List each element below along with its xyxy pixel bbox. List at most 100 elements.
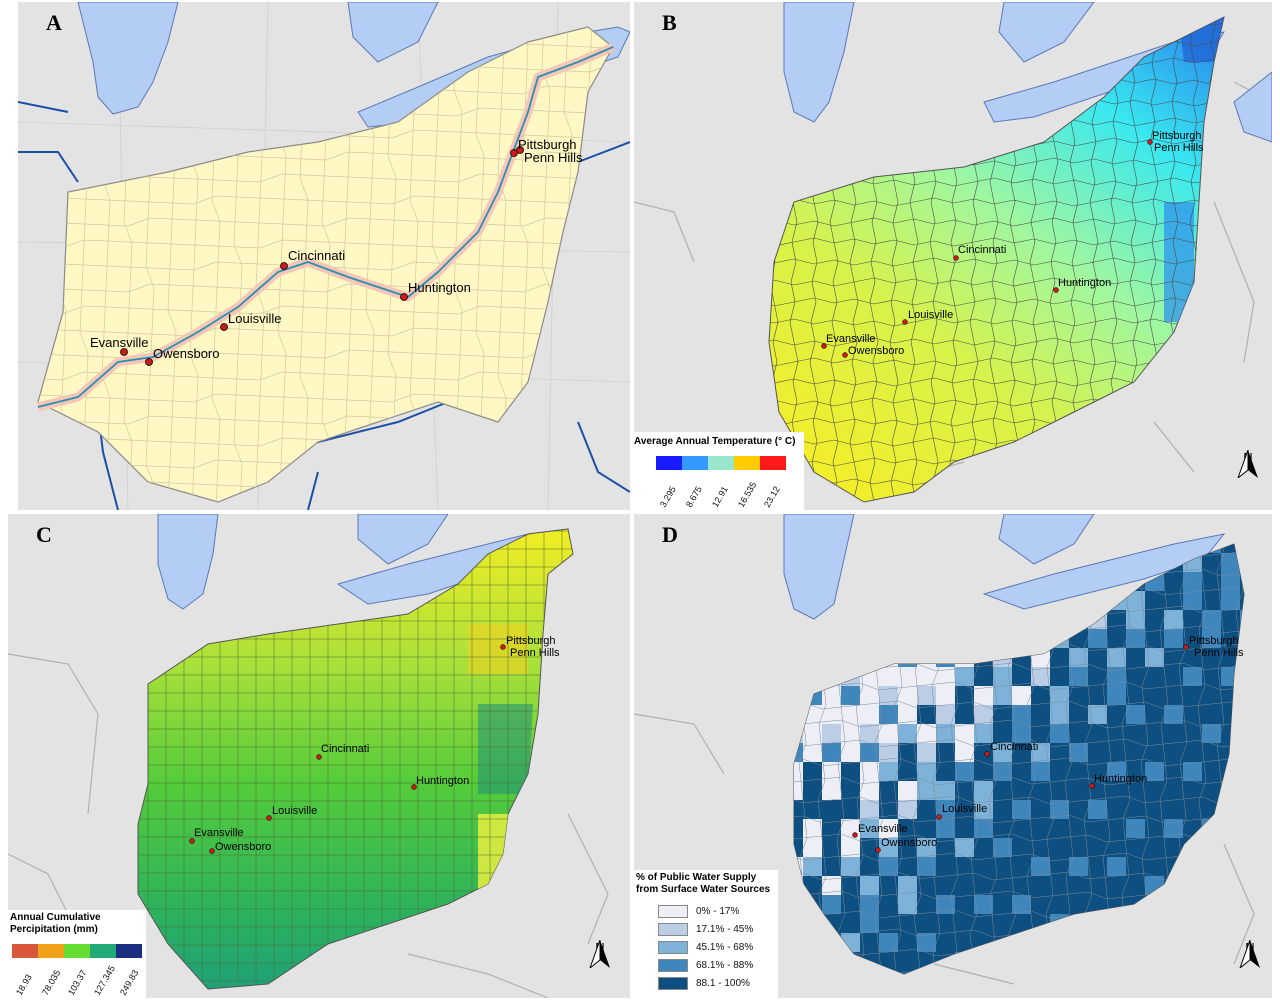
county-cell: [898, 857, 917, 876]
county-cell: [974, 781, 993, 800]
county-cell: [974, 819, 993, 838]
county-cell: [794, 838, 803, 857]
county-cell: [1164, 667, 1183, 686]
county-cell: [936, 819, 955, 838]
county-cell: [898, 724, 917, 743]
county-cell: [898, 876, 917, 895]
county-cell: [1164, 591, 1183, 610]
county-cell: [974, 895, 993, 914]
ramp-tick-label: 249.83: [118, 968, 141, 997]
county-cell: [898, 895, 917, 914]
county-cell: [1164, 724, 1183, 743]
ramp-tick-label: 127.345: [92, 963, 117, 997]
ramp-tick-label: 18.93: [14, 972, 34, 997]
county-cell: [1031, 876, 1050, 895]
ramp-tick-label: 23.12: [762, 484, 782, 509]
panel-label-a: A: [46, 10, 62, 35]
county-cell: [993, 914, 1012, 933]
county-cell: [1126, 724, 1145, 743]
county-cell: [1031, 667, 1050, 686]
county-cell: [955, 857, 974, 876]
county-cell: [1069, 705, 1088, 724]
county-cell: [1126, 629, 1145, 648]
county-cell: [1088, 876, 1107, 895]
county-cell: [1088, 838, 1107, 857]
county-cell: [955, 762, 974, 781]
county-cell: [1050, 781, 1069, 800]
county-cell: [1050, 838, 1069, 857]
county-cell: [917, 800, 936, 819]
county-cell: [898, 952, 917, 971]
county-cell: [1164, 648, 1183, 667]
label-evansville-d: Evansville: [858, 823, 908, 835]
county-cell: [860, 914, 879, 933]
county-cell: [993, 705, 1012, 724]
county-cell: [1202, 553, 1221, 572]
label-cincinnati-c: Cincinnati: [321, 743, 369, 755]
water-legend-item: 0% - 17%: [658, 902, 753, 920]
ramp-swatch: [90, 944, 116, 958]
county-cell: [974, 914, 993, 933]
county-cell: [1012, 838, 1031, 857]
county-cell: [1202, 610, 1221, 629]
county-cell: [1164, 686, 1183, 705]
county-cell: [1145, 686, 1164, 705]
county-cell: [794, 800, 803, 819]
county-cell: [917, 838, 936, 857]
county-cell: [1031, 800, 1050, 819]
county-cell: [993, 819, 1012, 838]
county-cell: [879, 781, 898, 800]
city-markers-d: [852, 644, 1189, 853]
temperature-color-ramp: [656, 456, 786, 470]
county-cell: [803, 724, 822, 743]
label-cincinnati-b: Cincinnati: [958, 244, 1006, 256]
legend-swatch: [658, 940, 688, 954]
county-cell: [1069, 838, 1088, 857]
county-cell: [860, 743, 879, 762]
county-cell: [879, 914, 898, 933]
county-cell: [1145, 648, 1164, 667]
city-markers-b: [821, 139, 1153, 358]
county-cell: [1088, 629, 1107, 648]
county-cell: [1164, 610, 1183, 629]
county-cell: [1050, 819, 1069, 838]
county-cell: [860, 686, 879, 705]
county-cell: [955, 667, 974, 686]
county-cell: [1145, 591, 1164, 610]
ramp-swatch: [116, 944, 142, 958]
label-louisville-c: Louisville: [272, 805, 317, 817]
county-cell: [1164, 800, 1183, 819]
county-cell: [860, 819, 879, 838]
county-cell: [936, 762, 955, 781]
county-cell: [1145, 705, 1164, 724]
county-cell: [822, 819, 841, 838]
county-cell: [1126, 591, 1145, 610]
ramp-tick-label: 8.675: [684, 484, 704, 509]
county-cell: [1107, 667, 1126, 686]
panel-label-c: C: [36, 522, 52, 547]
county-cell: [1126, 686, 1145, 705]
label-huntington-c: Huntington: [416, 775, 469, 787]
county-cell: [1145, 781, 1164, 800]
county-cell: [1145, 838, 1164, 857]
county-cell: [1088, 667, 1107, 686]
county-cell: [1202, 705, 1221, 724]
county-cell: [841, 914, 860, 933]
county-cell: [1107, 876, 1126, 895]
ramp-tick-label: 12.91: [710, 484, 730, 509]
county-cell: [860, 705, 879, 724]
county-cell: [1069, 686, 1088, 705]
county-cell: [1202, 572, 1221, 591]
county-cell: [917, 743, 936, 762]
county-cell: [898, 667, 917, 686]
county-cell: [822, 781, 841, 800]
county-cell: [1202, 762, 1221, 781]
water-legend-items: 0% - 17% 17.1% - 45% 45.1% - 68% 68.1% - 88…: [658, 902, 753, 992]
ramp-swatch: [38, 944, 64, 958]
county-cell: [1107, 762, 1126, 781]
county-cell: [841, 838, 860, 857]
county-cell: [1126, 781, 1145, 800]
north-arrow-d: N: [1238, 940, 1262, 984]
county-cell: [822, 895, 841, 914]
county-cell: [879, 667, 898, 686]
